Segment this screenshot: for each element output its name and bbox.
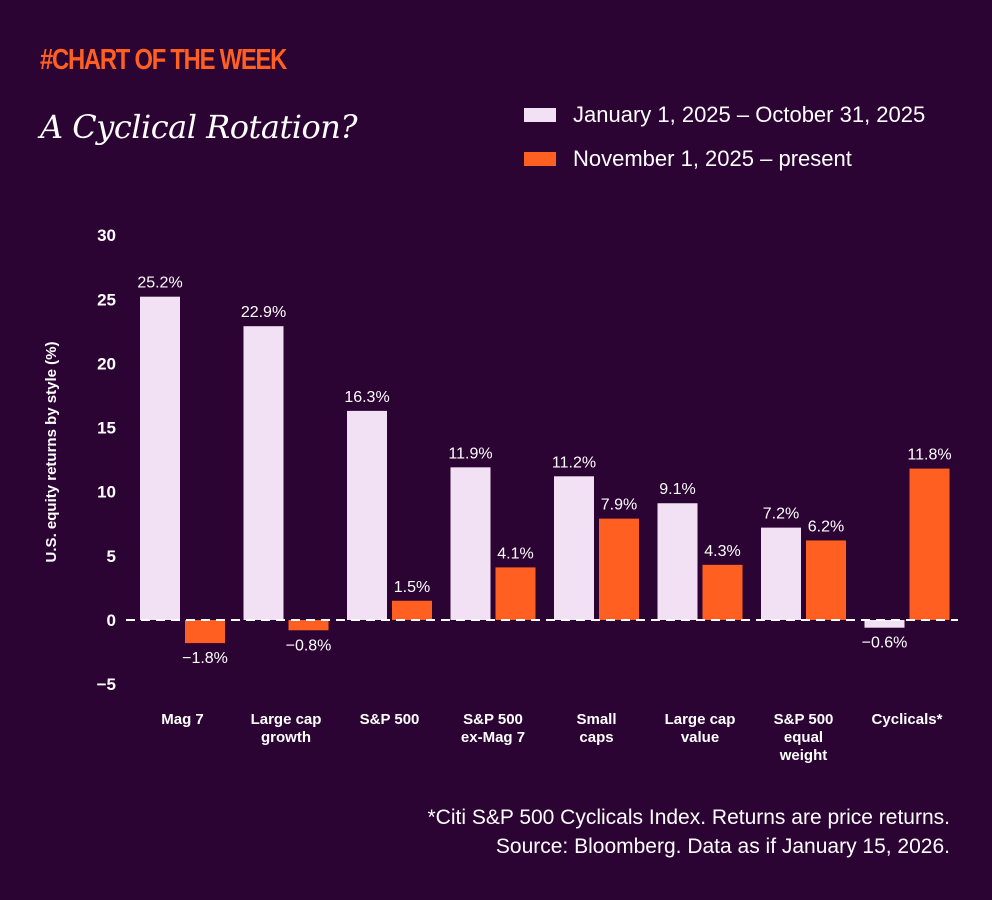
legend-swatch (524, 108, 556, 122)
data-label: 7.2% (763, 506, 799, 523)
category-label: Large cap (665, 711, 736, 728)
y-tick-label: 0 (107, 611, 116, 630)
bar-series-1 (761, 527, 801, 620)
data-label: 4.3% (704, 543, 740, 560)
legend-label: November 1, 2025 – present (573, 146, 852, 171)
data-label: 1.5% (394, 579, 430, 596)
y-tick-label: 30 (97, 226, 116, 245)
y-tick-label: 25 (97, 290, 116, 309)
y-tick-label: −5 (97, 675, 116, 694)
data-label: 4.1% (497, 545, 533, 562)
category-label: ex-Mag 7 (461, 729, 525, 746)
data-label: 25.2% (137, 275, 182, 292)
bar-series-1 (140, 296, 180, 620)
bar-series-2 (495, 567, 536, 620)
bar-series-1 (243, 326, 284, 620)
data-label: 11.8% (907, 447, 951, 464)
bar-series-2 (185, 620, 225, 644)
y-axis-label: U.S. equity returns by style (%) (43, 342, 60, 563)
bar-series-2 (392, 600, 432, 620)
category-label: value (681, 729, 719, 746)
bar-series-1 (347, 410, 387, 620)
data-label: 11.9% (448, 445, 492, 462)
chart-title: A Cyclical Rotation? (40, 108, 358, 146)
bar-series-2 (288, 620, 329, 631)
bar-series-2 (909, 468, 950, 620)
category-label: growth (261, 729, 311, 746)
bar-series-1 (657, 503, 698, 620)
legend-swatch (524, 152, 556, 166)
data-label: 11.2% (552, 454, 596, 471)
bar-series-2 (702, 564, 743, 620)
legend-label: January 1, 2025 – October 31, 2025 (573, 102, 926, 127)
category-label: equal (784, 729, 823, 746)
y-tick-label: 15 (97, 419, 116, 438)
category-label: S&P 500 (774, 711, 834, 728)
category-label: S&P 500 (463, 711, 523, 728)
footnote-line: *Citi S&P 500 Cyclicals Index. Returns a… (427, 806, 951, 829)
bar-series-1 (554, 476, 594, 620)
category-label: caps (579, 729, 613, 746)
footnote: *Citi S&P 500 Cyclicals Index. Returns a… (428, 803, 951, 861)
source-line: Source: Bloomberg. Data as if January 15… (495, 835, 950, 858)
data-label: 7.9% (601, 497, 637, 514)
data-label: −0.6% (862, 635, 908, 652)
category-label: Small (576, 711, 616, 728)
category-label: Mag 7 (161, 711, 204, 728)
data-label: 6.2% (808, 518, 844, 535)
data-label: 22.9% (241, 304, 286, 321)
y-tick-label: 10 (97, 483, 116, 502)
kicker: #CHART OF THE WEEK (40, 44, 287, 76)
category-label: Cyclicals* (872, 711, 943, 728)
data-label: 9.1% (659, 481, 695, 498)
legend-item-series-1: January 1, 2025 – October 31, 2025 (524, 102, 925, 128)
bar-series-1 (864, 620, 905, 628)
bar-series-2 (599, 518, 639, 620)
category-label: S&P 500 (360, 711, 420, 728)
bar-series-2 (806, 540, 846, 620)
data-label: 16.3% (344, 389, 389, 406)
y-tick-label: 20 (97, 354, 116, 373)
category-label: weight (779, 747, 828, 764)
category-label: Large cap (251, 711, 322, 728)
data-label: −0.8% (286, 637, 332, 654)
legend-item-series-2: November 1, 2025 – present (524, 146, 852, 172)
y-tick-label: 5 (107, 547, 116, 566)
data-label: −1.8% (182, 650, 228, 667)
bar-series-1 (450, 467, 491, 620)
